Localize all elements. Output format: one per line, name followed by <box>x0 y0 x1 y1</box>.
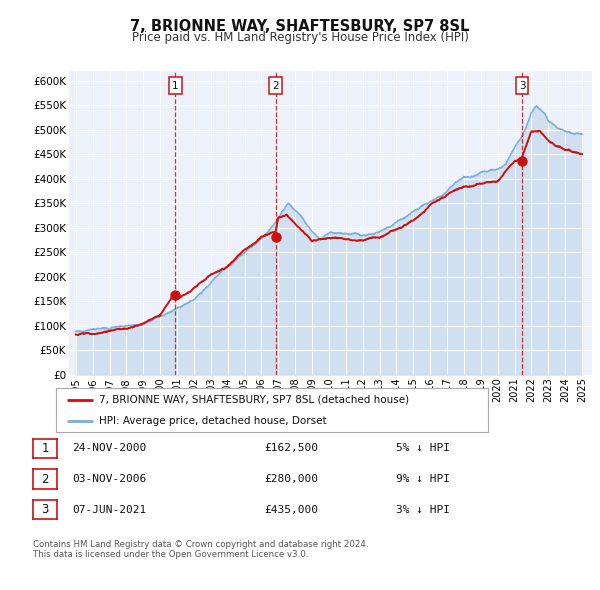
Text: 24-NOV-2000: 24-NOV-2000 <box>72 444 146 453</box>
Text: HPI: Average price, detached house, Dorset: HPI: Average price, detached house, Dors… <box>99 416 326 426</box>
Text: 7, BRIONNE WAY, SHAFTESBURY, SP7 8SL: 7, BRIONNE WAY, SHAFTESBURY, SP7 8SL <box>130 19 470 34</box>
Text: 5% ↓ HPI: 5% ↓ HPI <box>396 444 450 453</box>
Text: Contains HM Land Registry data © Crown copyright and database right 2024.
This d: Contains HM Land Registry data © Crown c… <box>33 540 368 559</box>
Text: £435,000: £435,000 <box>264 505 318 514</box>
Text: £162,500: £162,500 <box>264 444 318 453</box>
Text: 3: 3 <box>41 503 49 516</box>
Text: 9% ↓ HPI: 9% ↓ HPI <box>396 474 450 484</box>
Text: 1: 1 <box>172 81 179 91</box>
Text: 1: 1 <box>41 442 49 455</box>
Text: £280,000: £280,000 <box>264 474 318 484</box>
Text: 7, BRIONNE WAY, SHAFTESBURY, SP7 8SL (detached house): 7, BRIONNE WAY, SHAFTESBURY, SP7 8SL (de… <box>99 395 409 405</box>
Text: 3% ↓ HPI: 3% ↓ HPI <box>396 505 450 514</box>
Text: 2: 2 <box>41 473 49 486</box>
Text: 07-JUN-2021: 07-JUN-2021 <box>72 505 146 514</box>
Text: Price paid vs. HM Land Registry's House Price Index (HPI): Price paid vs. HM Land Registry's House … <box>131 31 469 44</box>
Text: 03-NOV-2006: 03-NOV-2006 <box>72 474 146 484</box>
Text: 2: 2 <box>272 81 279 91</box>
Text: 3: 3 <box>518 81 526 91</box>
